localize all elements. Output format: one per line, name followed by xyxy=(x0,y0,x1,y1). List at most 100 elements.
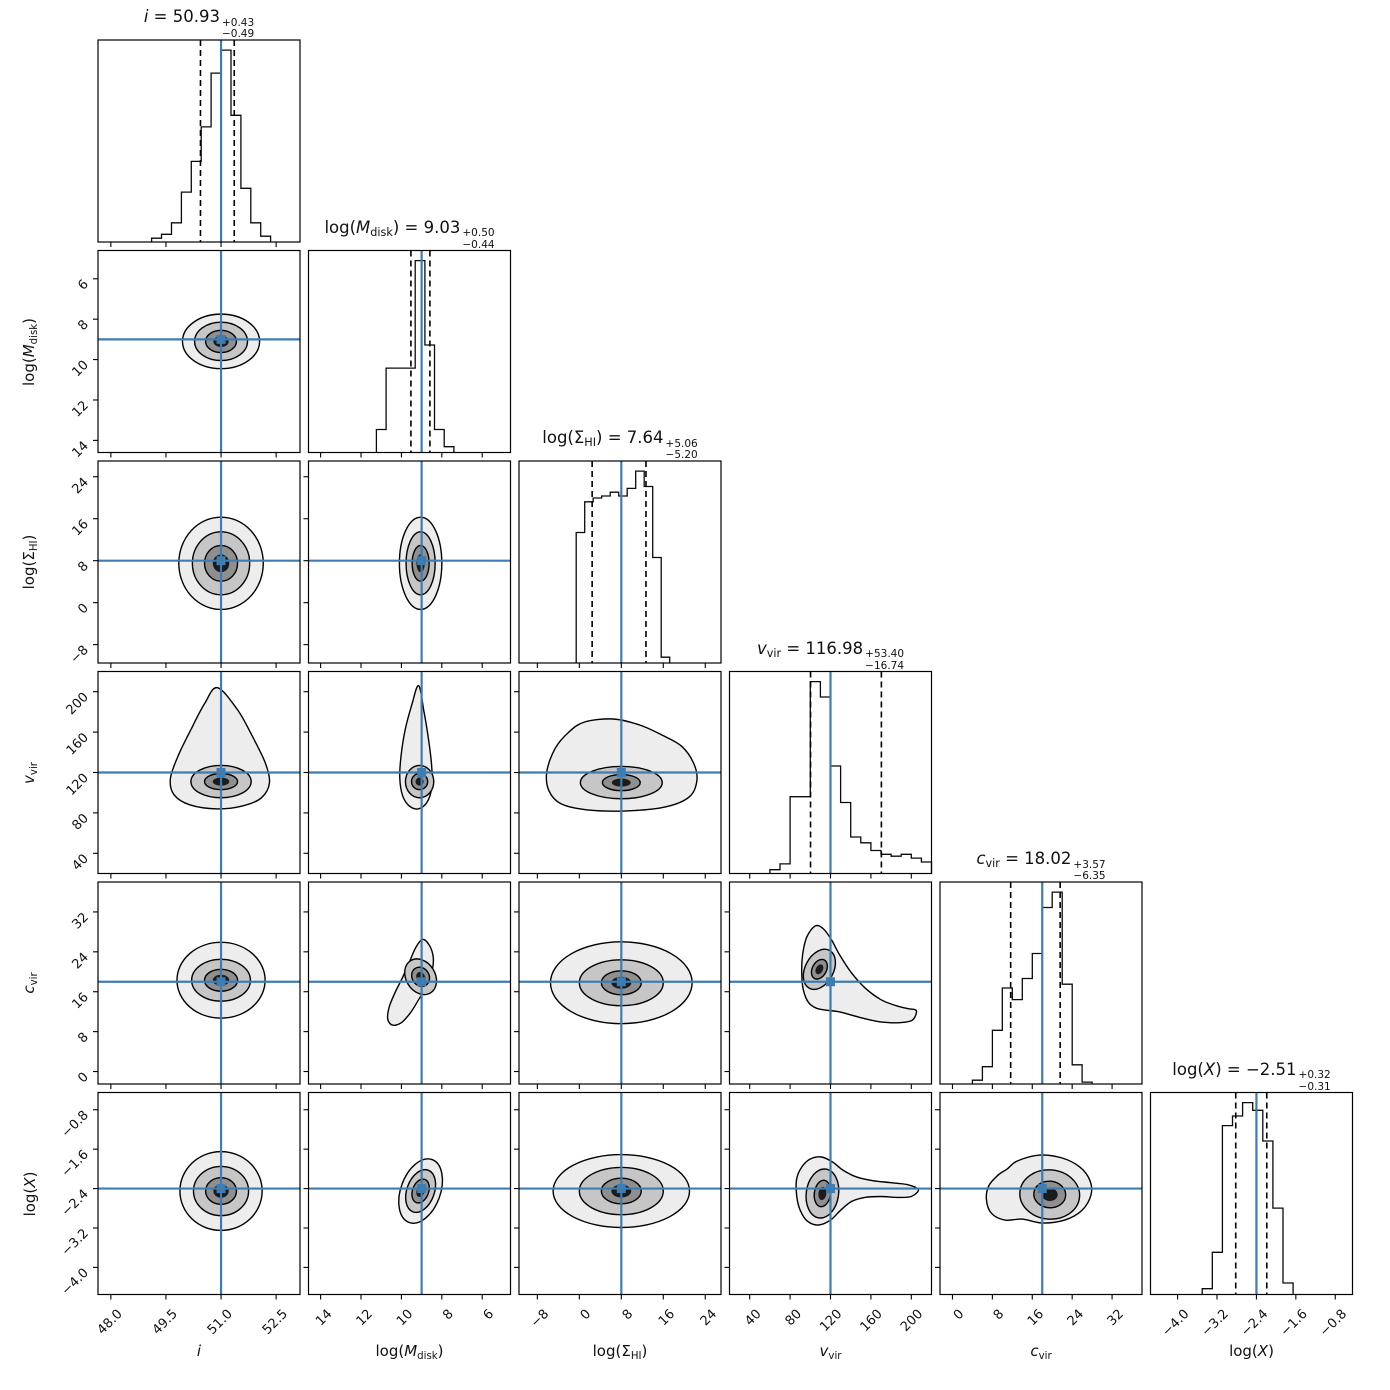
label-segment: Σ xyxy=(20,551,39,561)
x-tick-label: 200 xyxy=(898,1307,926,1335)
panel-frame xyxy=(303,881,512,1089)
label-segment: ) xyxy=(1268,1342,1274,1360)
y-tick-label: 12 xyxy=(70,398,92,420)
label-segment: disk xyxy=(28,323,40,344)
label-segment: M xyxy=(20,343,39,357)
label-segment: log( xyxy=(375,1342,405,1360)
panel-2d-i-vs-logSigmaHI xyxy=(98,461,300,663)
panel-2d-i-vs-logX xyxy=(98,1092,300,1295)
label-segment: Σ xyxy=(573,428,585,447)
y-tick-label: 200 xyxy=(64,690,92,718)
y-tick-label: 8 xyxy=(75,559,91,575)
label-segment: log( xyxy=(592,1342,622,1360)
x-tick-label: 0 xyxy=(578,1307,594,1323)
y-tick-label: 8 xyxy=(75,317,91,333)
y-tick-label: 14 xyxy=(70,439,92,461)
panel-2d-logSigmaHI-vs-logX xyxy=(519,1092,721,1295)
panel-2d-vvir-vs-cvir xyxy=(729,882,932,1084)
panel-title-cvir: cvir = 18.02 +3.57 −6.35 xyxy=(881,849,1201,883)
label-segment: vir xyxy=(766,646,782,660)
y-axis-label-logX: log(X) xyxy=(21,1171,39,1216)
x-axis-label-logMdisk: log(Mdisk) xyxy=(375,1342,443,1362)
panel-border xyxy=(939,1091,1143,1296)
panel-title-logSigmaHI: log(ΣHI) = 7.64 +5.06 −5.20 xyxy=(460,428,780,462)
x-axis-label-cvir: cvir xyxy=(1030,1342,1051,1362)
y-tick-label: 10 xyxy=(70,358,92,380)
label-segment: i xyxy=(196,1342,202,1360)
plus-error: +53.40 xyxy=(865,648,905,661)
label-segment: vir xyxy=(28,972,40,986)
panel-frame xyxy=(303,460,512,668)
y-tick-label: 80 xyxy=(70,811,92,833)
label-segment: log( xyxy=(324,217,357,237)
truth-marker xyxy=(216,1184,226,1194)
label-segment: ) xyxy=(641,1342,648,1360)
label-segment: log( xyxy=(1172,1059,1204,1079)
x-tick-label: 6 xyxy=(481,1307,497,1323)
y-tick-label: 24 xyxy=(70,950,92,972)
truth-marker xyxy=(216,768,226,777)
plus-error: +3.57 xyxy=(1073,858,1106,871)
x-tick-label: 12 xyxy=(354,1307,376,1329)
panel-2d-logSigmaHI-vs-cvir xyxy=(519,882,721,1084)
plus-error: +5.06 xyxy=(665,437,698,450)
panel-hist-logSigmaHI xyxy=(518,460,722,668)
label-segment: i xyxy=(143,7,149,26)
label-segment: vir xyxy=(985,857,1000,871)
title-median: = −2.51 xyxy=(1221,1059,1297,1079)
label-segment: ) xyxy=(20,317,39,324)
x-axis-label-vvir: vvir xyxy=(820,1342,842,1362)
histogram-outline xyxy=(150,49,272,242)
title-median: = 9.03 xyxy=(399,217,461,237)
title-median: = 116.98 xyxy=(781,638,864,658)
label-segment: HI xyxy=(584,436,597,450)
title-uncertainty: +3.57 −6.35 xyxy=(1073,858,1106,883)
panel-border xyxy=(307,881,512,1085)
x-tick-label: 16 xyxy=(656,1307,678,1329)
y-tick-label: 120 xyxy=(64,771,92,799)
panel-2d-i-vs-vvir xyxy=(98,671,300,874)
x-axis-label-logSigmaHI: log(ΣHI) xyxy=(593,1342,648,1362)
panel-border xyxy=(518,881,722,1085)
label-segment: c xyxy=(20,985,39,994)
panel-border xyxy=(307,460,512,664)
x-tick-label: 24 xyxy=(698,1307,720,1329)
panel-border xyxy=(97,881,301,1085)
label-segment: log( xyxy=(20,560,39,590)
label-segment: vir xyxy=(828,1350,842,1362)
histogram-outline xyxy=(575,470,671,663)
label-segment: HI xyxy=(28,540,40,552)
title-uncertainty: +5.06 −5.20 xyxy=(665,437,698,462)
panel-title-vvir: vvir = 116.98 +53.40 −16.74 xyxy=(671,639,991,673)
x-tick-label: 80 xyxy=(783,1307,805,1329)
title-uncertainty: +53.40 −16.74 xyxy=(865,649,904,672)
x-tick-label: −1.6 xyxy=(1278,1307,1311,1340)
truth-marker xyxy=(826,977,835,987)
panel-2d-logMdisk-vs-logX xyxy=(308,1092,511,1295)
title-uncertainty: +0.50 −0.44 xyxy=(462,228,494,251)
truth-marker xyxy=(1037,1184,1047,1194)
truth-marker xyxy=(616,1184,626,1194)
truth-marker xyxy=(826,1184,835,1194)
x-tick-label: 120 xyxy=(817,1307,845,1335)
histogram-outline xyxy=(1201,1101,1294,1295)
y-tick-label: −4.0 xyxy=(59,1266,92,1299)
plus-error: +0.50 xyxy=(462,227,495,240)
y-tick-label: −2.4 xyxy=(59,1187,92,1220)
panel-border xyxy=(307,1091,512,1296)
label-segment: ) xyxy=(596,428,603,447)
density-core xyxy=(815,964,824,975)
panel-frame xyxy=(303,670,512,879)
x-tick-label: −8 xyxy=(528,1307,552,1331)
y-axis-label-logSigmaHI: log(ΣHI) xyxy=(20,535,40,590)
truth-marker xyxy=(417,768,427,777)
label-segment: ) xyxy=(20,534,39,541)
truth-marker xyxy=(417,1184,427,1194)
x-tick-label: 8 xyxy=(620,1307,636,1323)
panel-2d-logMdisk-vs-vvir xyxy=(308,671,511,874)
label-segment: X xyxy=(1257,1342,1269,1360)
y-tick-label: 40 xyxy=(70,852,92,874)
panel-frame xyxy=(514,670,722,879)
